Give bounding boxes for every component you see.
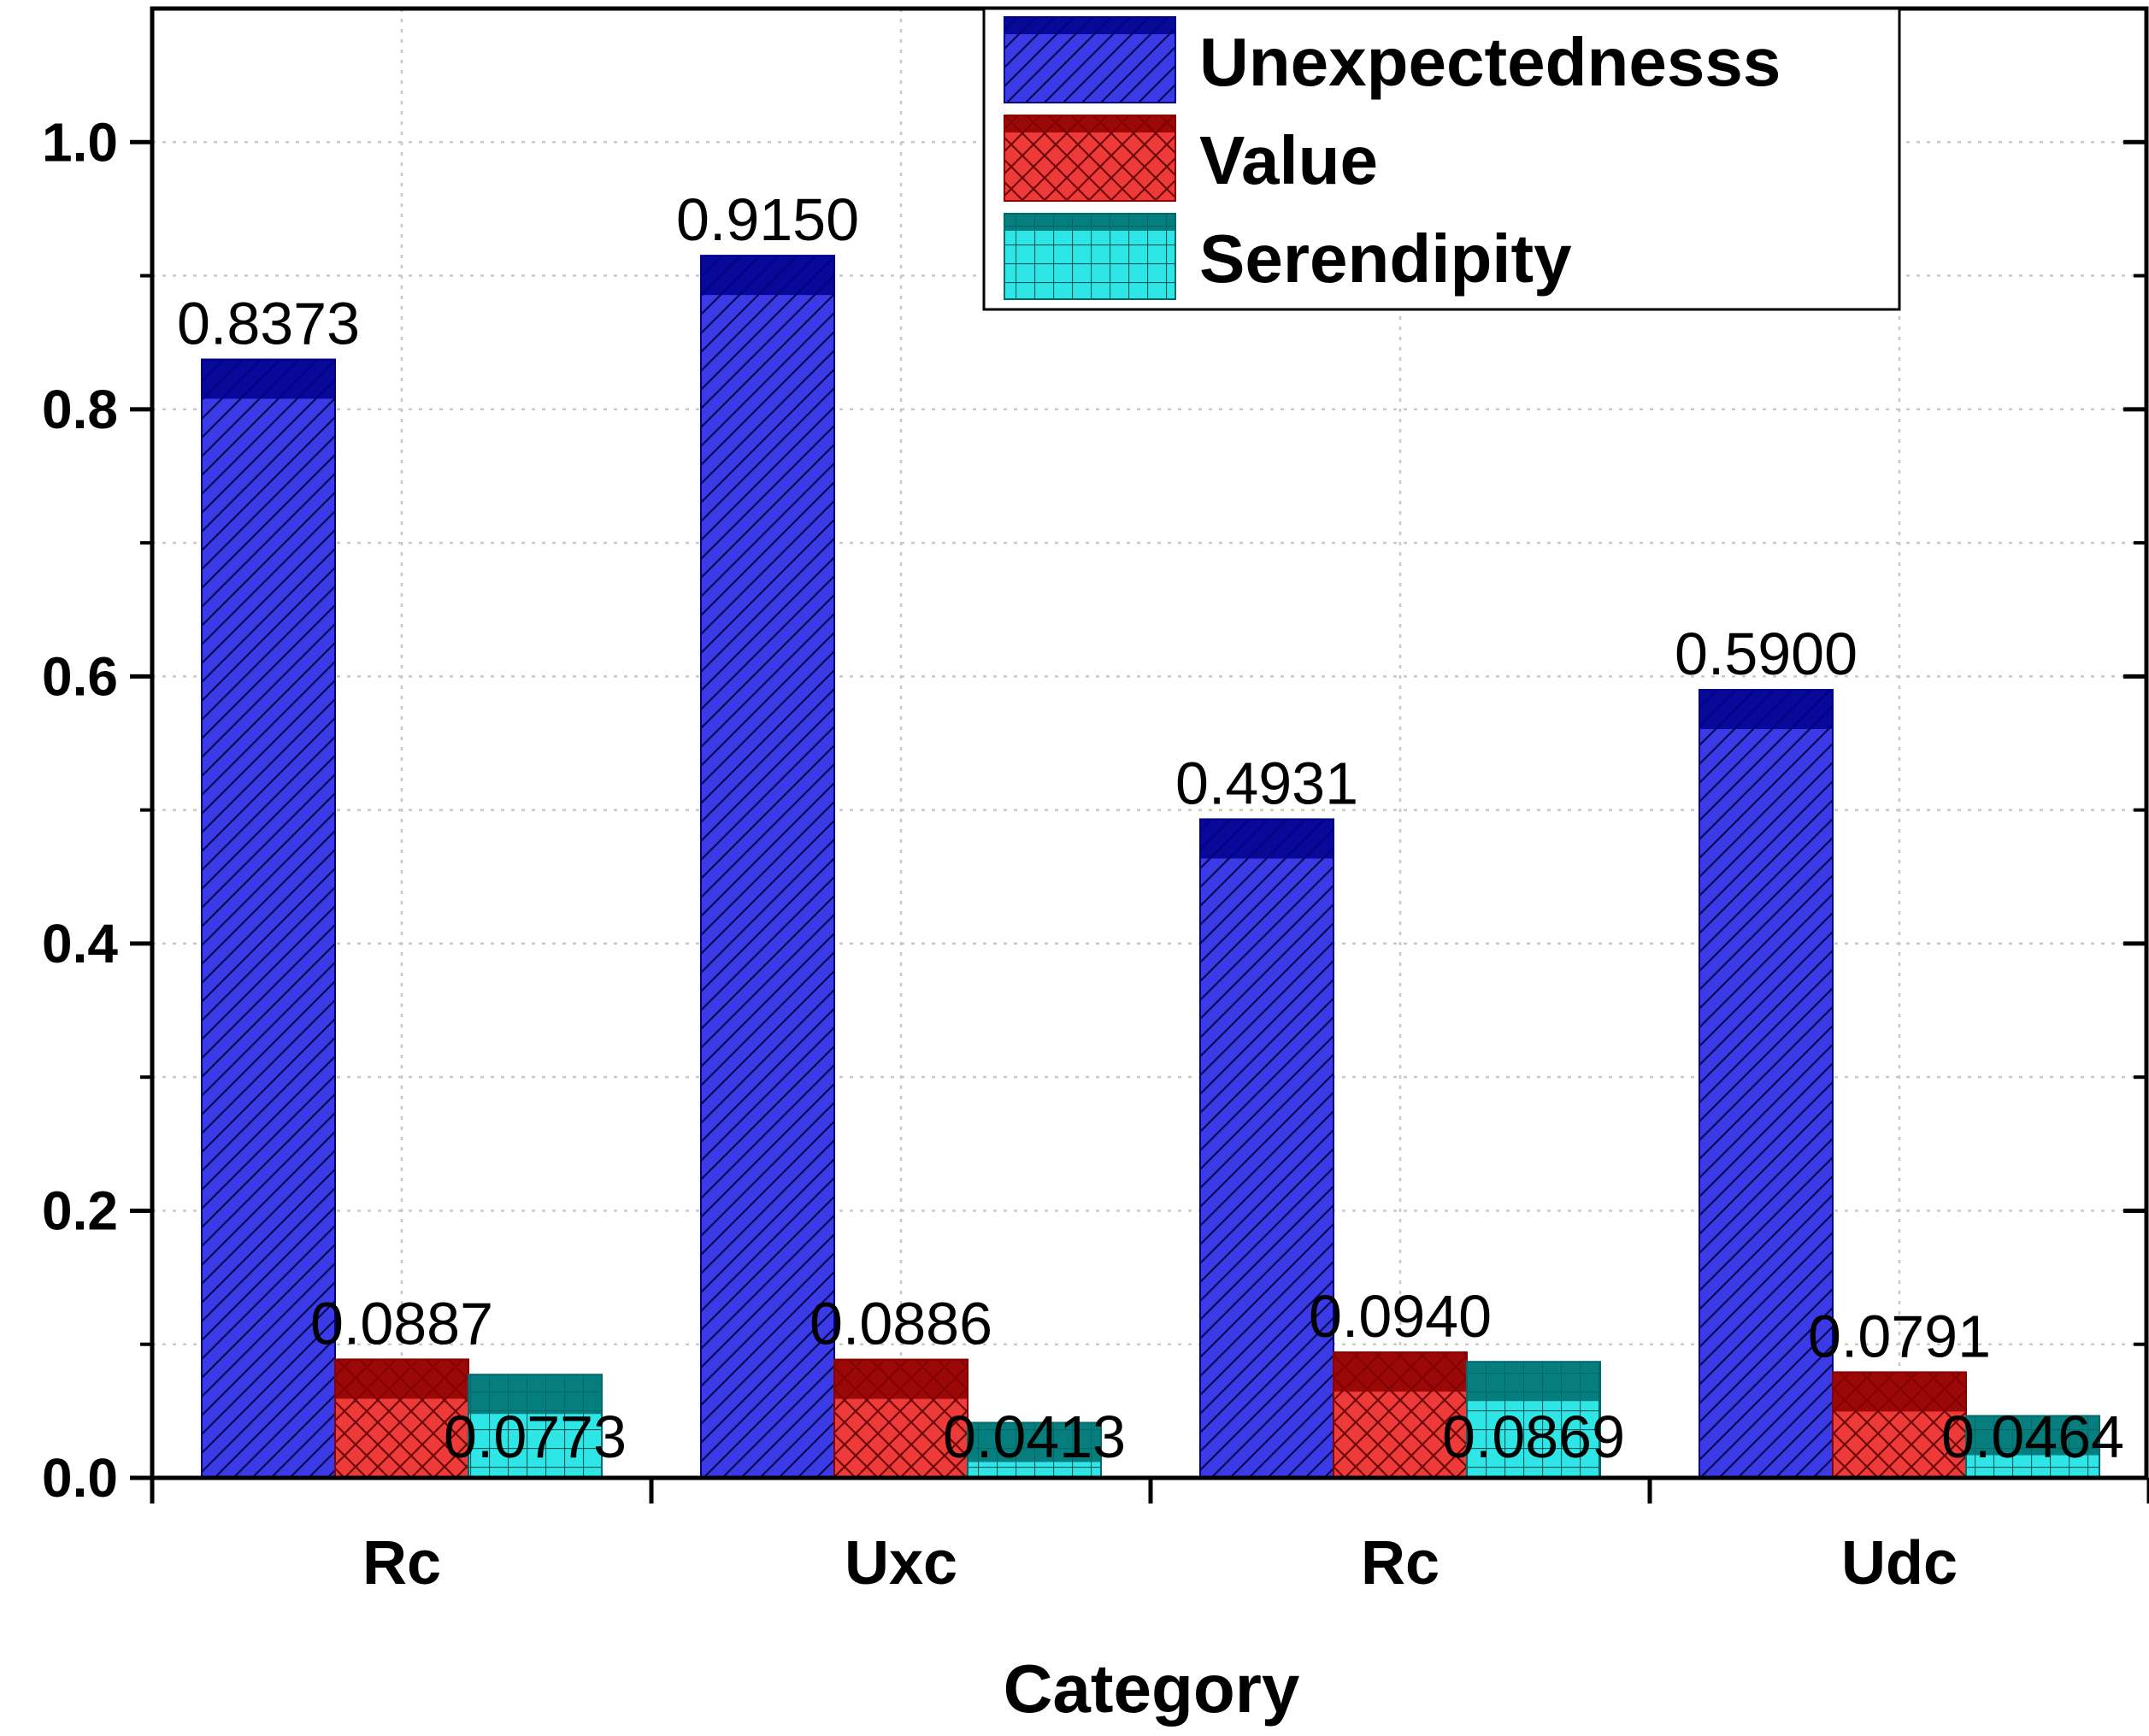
legend-label: Value (1199, 122, 1378, 198)
bar-cap (1467, 1362, 1600, 1402)
value-label: 0.0887 (310, 1290, 493, 1356)
value-label: 0.8373 (177, 291, 360, 357)
bar-cap (968, 1422, 1101, 1462)
value-label: 0.0791 (1808, 1303, 1991, 1369)
value-label: 0.4931 (1175, 750, 1358, 816)
bar-hatch (1200, 819, 1334, 1478)
x-tick-label: Rc (1361, 1529, 1440, 1598)
bar-cap (1334, 1352, 1467, 1392)
legend-label: Unexpectednesss (1199, 24, 1781, 100)
value-label: 0.0413 (943, 1404, 1126, 1470)
x-axis-title: Category (1004, 1651, 1300, 1727)
value-label: 0.5900 (1675, 621, 1858, 687)
legend-swatch-outline (1004, 16, 1176, 103)
bars (201, 255, 2100, 1480)
y-tick-label: 0.0 (42, 1447, 118, 1509)
legend-swatch-outline (1004, 115, 1176, 202)
bar-cap (701, 256, 834, 296)
value-label: 0.0773 (444, 1404, 627, 1470)
bar-cap (1200, 819, 1334, 859)
value-label: 0.9150 (676, 186, 859, 253)
x-tick-label: Rc (362, 1529, 441, 1598)
y-tick-label: 1.0 (42, 111, 118, 173)
legend-swatch-cap (1004, 115, 1175, 132)
x-tick-label: Uxc (845, 1529, 957, 1598)
legend-swatch-cap (1004, 17, 1175, 34)
y-tick-label: 0.2 (42, 1180, 118, 1241)
legend: Unexpectednesss Value Serendipity (982, 7, 1901, 311)
y-tick-label: 0.8 (42, 379, 118, 440)
legend-swatch-outline (1004, 213, 1176, 300)
bar-hatch (1699, 689, 1833, 1478)
y-tick-label: 0.6 (42, 645, 118, 707)
bar-cap (834, 1359, 968, 1399)
bar-cap (202, 359, 335, 399)
bar-cap (1699, 689, 1833, 729)
bar-hatch (202, 359, 335, 1478)
bar-cap (1966, 1415, 2099, 1456)
value-label: 0.0886 (810, 1291, 992, 1357)
value-label: 0.0940 (1309, 1283, 1492, 1350)
bar-cap (468, 1374, 602, 1415)
legend-label: Serendipity (1199, 221, 1572, 297)
bar-hatch (701, 256, 834, 1479)
y-tick-label: 0.4 (42, 913, 118, 974)
legend-swatch-cap (1004, 214, 1175, 231)
x-tick-label: Udc (1841, 1529, 1958, 1598)
value-label: 0.0464 (1941, 1404, 2124, 1470)
value-labels: 0.8373 0.0887 0.0773 0.9150 0.0886 0.0413 0.49… (177, 186, 2124, 1470)
bar-cap (335, 1359, 468, 1399)
value-label: 0.0869 (1442, 1404, 1625, 1470)
bar-cap (1833, 1372, 1966, 1412)
